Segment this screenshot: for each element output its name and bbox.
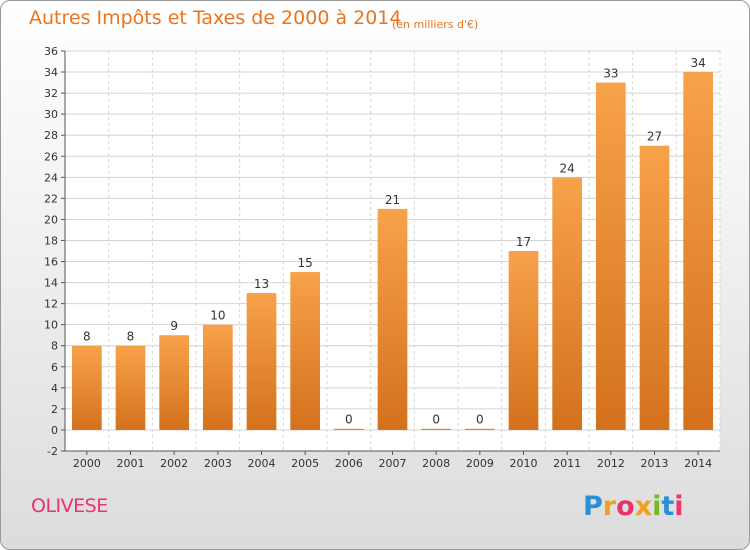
bar <box>159 335 190 430</box>
x-tick-label: 2001 <box>117 457 145 470</box>
y-tick-label: 10 <box>44 319 58 332</box>
bar <box>71 345 102 430</box>
commune-name: OLIVESE <box>31 495 108 517</box>
bar-value-label: 17 <box>516 235 531 249</box>
x-tick-label: 2010 <box>510 457 538 470</box>
bar-value-label: 34 <box>691 56 706 70</box>
y-tick-label: 2 <box>51 403 58 416</box>
bar-value-label: 9 <box>170 319 178 333</box>
y-tick-label: 4 <box>51 382 58 395</box>
y-tick-label: 24 <box>44 171 58 184</box>
x-tick-label: 2012 <box>597 457 625 470</box>
x-tick-label: 2009 <box>466 457 494 470</box>
bar <box>552 177 583 430</box>
bar-value-label: 0 <box>476 413 484 427</box>
bar <box>202 324 233 430</box>
logo-letter: o <box>616 491 635 522</box>
bar <box>115 345 146 430</box>
y-tick-label: 8 <box>51 340 58 353</box>
y-tick-label: -2 <box>47 445 58 458</box>
bar-value-label: 13 <box>254 277 269 291</box>
bar <box>246 293 277 430</box>
y-tick-label: 22 <box>44 192 58 205</box>
x-tick-label: 2008 <box>422 457 450 470</box>
proxiti-logo[interactable]: Proxiti <box>583 491 684 522</box>
x-tick-label: 2014 <box>684 457 712 470</box>
chart-subtitle: (en milliers d'€) <box>392 18 479 31</box>
logo-letter: x <box>634 491 653 522</box>
x-tick-label: 2002 <box>160 457 188 470</box>
y-tick-label: 14 <box>44 277 58 290</box>
y-tick-label: 34 <box>44 66 58 79</box>
y-tick-label: 32 <box>44 87 58 100</box>
bar-value-label: 24 <box>560 161 575 175</box>
bar <box>639 145 670 430</box>
bar-value-label: 10 <box>210 309 225 323</box>
y-tick-label: 20 <box>44 213 58 226</box>
bar <box>595 82 626 430</box>
bar-value-label: 21 <box>385 193 400 207</box>
bar <box>290 272 321 430</box>
y-tick-label: 12 <box>44 298 58 311</box>
bar-value-label: 15 <box>298 256 313 270</box>
x-tick-label: 2006 <box>335 457 363 470</box>
y-tick-label: 6 <box>51 361 58 374</box>
bar-value-label: 8 <box>127 330 135 344</box>
x-tick-label: 2011 <box>553 457 581 470</box>
y-tick-label: 30 <box>44 108 58 121</box>
y-tick-label: 28 <box>44 129 58 142</box>
y-tick-label: 26 <box>44 150 58 163</box>
bar-value-label: 0 <box>345 413 353 427</box>
logo-letter: P <box>583 491 603 522</box>
x-tick-label: 2013 <box>641 457 669 470</box>
logo-letter: i <box>674 491 684 522</box>
logo-letter: r <box>602 491 617 522</box>
y-tick-label: 18 <box>44 234 58 247</box>
bar <box>508 251 539 430</box>
x-tick-label: 2003 <box>204 457 232 470</box>
bar-value-label: 0 <box>432 413 440 427</box>
bar-value-label: 33 <box>603 67 618 81</box>
logo-letter: t <box>661 491 675 522</box>
y-tick-label: 36 <box>44 45 58 58</box>
bar-value-label: 8 <box>83 330 91 344</box>
x-tick-label: 2005 <box>291 457 319 470</box>
bar <box>333 428 364 430</box>
bar <box>421 428 452 430</box>
bar <box>464 428 495 430</box>
bar-value-label: 27 <box>647 130 662 144</box>
bar <box>377 208 408 430</box>
x-tick-label: 2004 <box>248 457 276 470</box>
bar <box>683 72 714 430</box>
x-tick-label: 2000 <box>73 457 101 470</box>
chart-title: Autres Impôts et Taxes de 2000 à 2014 <box>29 7 402 29</box>
logo-letter: i <box>652 491 662 522</box>
y-tick-label: 0 <box>51 424 58 437</box>
y-tick-label: 16 <box>44 256 58 269</box>
x-tick-label: 2007 <box>379 457 407 470</box>
